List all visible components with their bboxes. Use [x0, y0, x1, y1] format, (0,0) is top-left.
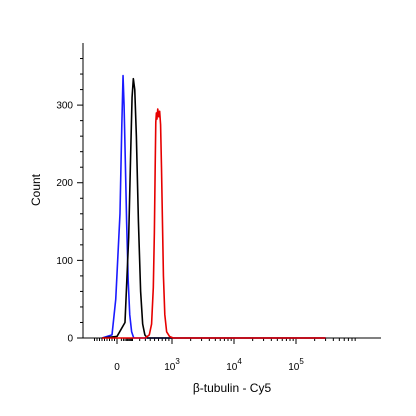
plot-frame — [82, 43, 381, 339]
x-axis-ticks: 0 103 104 105 — [114, 338, 304, 373]
y-tick-label: 300 — [56, 101, 73, 112]
x-tick-label: 103 — [164, 357, 180, 373]
x-tick-label: 105 — [288, 357, 304, 373]
y-axis-minor-ticks — [80, 58, 83, 323]
y-tick-label: 0 — [67, 334, 73, 345]
y-axis-title: Count — [29, 173, 43, 206]
x-tick-label: 0 — [114, 362, 120, 373]
histogram-series — [101, 74, 326, 339]
series-line-2 — [101, 77, 326, 339]
y-tick-label: 100 — [56, 256, 73, 267]
x-axis-title: β-tubulin - Cy5 — [193, 381, 272, 395]
series-line-1 — [101, 74, 326, 339]
y-tick-label: 200 — [56, 178, 73, 189]
series-line-3 — [102, 108, 326, 339]
x-tick-label: 104 — [226, 357, 242, 373]
y-axis-ticks: 0 100 200 300 — [56, 101, 83, 345]
